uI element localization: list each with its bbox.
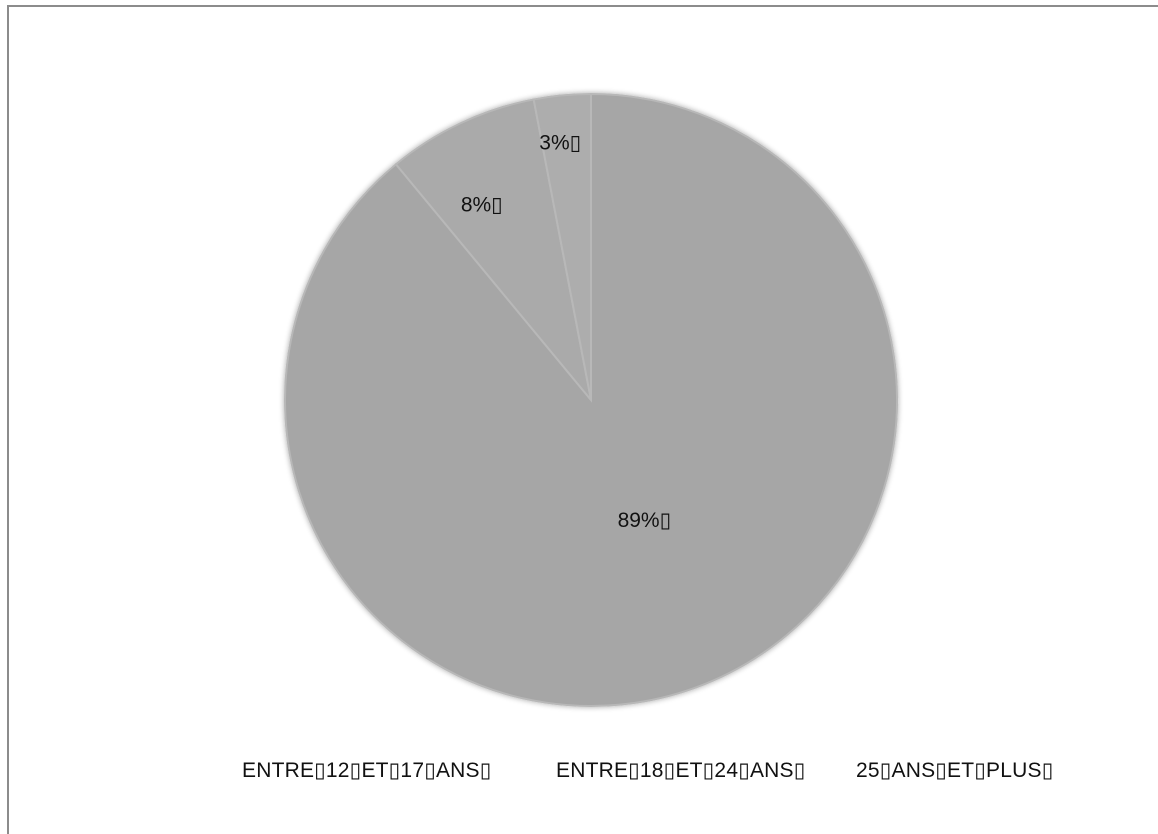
legend-item-1: ENTRE▯12▯ET▯17▯ANS▯ (242, 758, 491, 783)
chart-legend: ENTRE▯12▯ET▯17▯ANS▯ ENTRE▯18▯ET▯24▯ANS▯ 25… (0, 758, 1158, 788)
legend-label: ENTRE▯18▯ET▯24▯ANS▯ (556, 759, 806, 782)
data-label-1: 89%▯ (618, 509, 672, 532)
data-label-3: 3%▯ (539, 132, 581, 155)
legend-item-2: ENTRE▯18▯ET▯24▯ANS▯ (556, 758, 805, 783)
legend-label: ENTRE▯12▯ET▯17▯ANS▯ (242, 759, 492, 782)
pie-slice-3 (532, 92, 592, 401)
pie-slice-2 (394, 98, 592, 401)
pie-data-labels: 89%▯ 8%▯ 3%▯ (461, 132, 671, 532)
data-label-2: 8%▯ (461, 194, 503, 217)
pie-slices (284, 92, 898, 707)
legend-item-3: 25▯ANS▯ET▯PLUS▯ (856, 758, 1053, 783)
legend-label: 25▯ANS▯ET▯PLUS▯ (856, 759, 1054, 782)
